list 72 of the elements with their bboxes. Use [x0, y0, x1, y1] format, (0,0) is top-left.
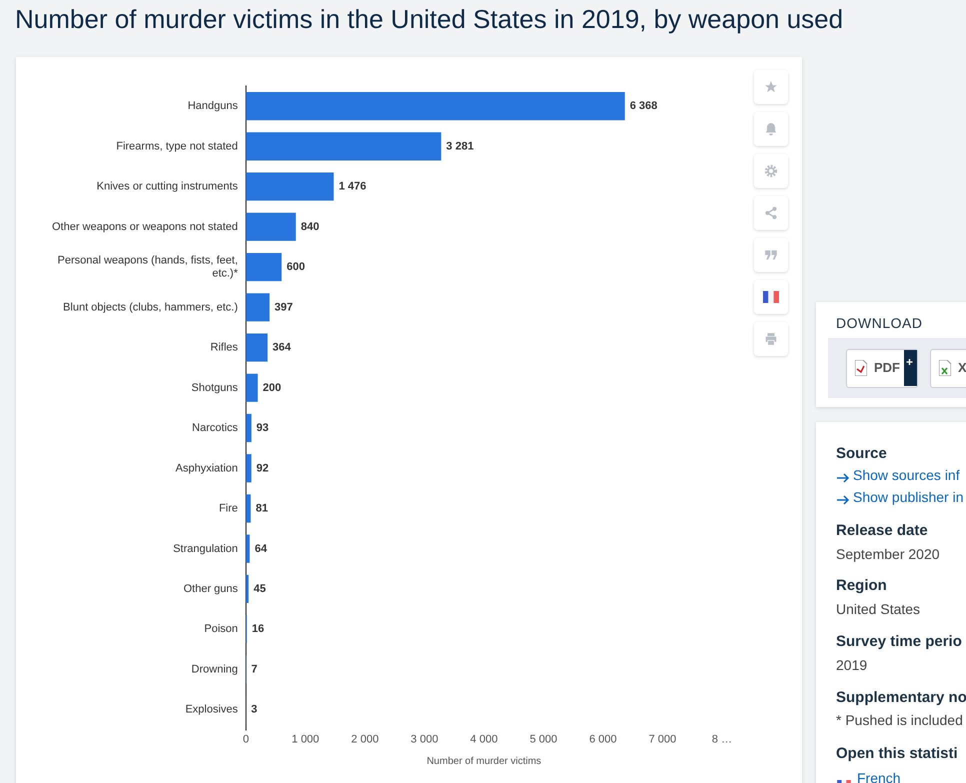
y-tick-label: Handguns — [188, 100, 238, 112]
x-tick-label: 5 000 — [530, 733, 558, 746]
text: United States — [836, 601, 920, 617]
chart-title: Number of murder victims in the United States in 2019, by weapon used — [15, 4, 844, 35]
y-tick-label: Drowning — [191, 663, 238, 676]
x-tick-label: 4 000 — [470, 733, 498, 746]
x-tick-label: 3 000 — [410, 733, 438, 746]
data-label: 92 — [256, 462, 269, 474]
text: Survey time perio — [836, 633, 962, 650]
y-tick-label: Other weapons or weapons not stated — [52, 220, 238, 233]
y-tick-label: Strangulation — [173, 542, 238, 555]
data-label: 7 — [251, 663, 258, 676]
data-label: 3 281 — [446, 140, 474, 152]
bar — [246, 252, 282, 282]
text: PDF — [874, 360, 900, 375]
text: September 2020 — [836, 546, 940, 562]
data-label: 200 — [262, 382, 282, 394]
text: French — [857, 770, 901, 783]
text: 2019 — [836, 657, 868, 673]
y-tick-label: Fire — [218, 502, 238, 515]
data-label: 16 — [252, 623, 264, 636]
bar — [246, 454, 252, 482]
text: + — [906, 355, 914, 369]
bar — [246, 534, 250, 563]
text: Show sources inf — [853, 467, 960, 483]
y-tick-label: Poison — [204, 623, 238, 636]
bar — [246, 132, 442, 160]
text: Release date — [836, 522, 928, 539]
x-tick-label: 8 … — [712, 733, 732, 746]
y-tick-label: Firearms, type not stated — [116, 140, 238, 152]
data-label: 64 — [254, 542, 268, 555]
bar — [246, 414, 252, 442]
data-label: 1 476 — [338, 180, 366, 193]
y-tick-label: Rifles — [210, 342, 238, 354]
data-label: 840 — [300, 220, 320, 233]
text: Open this statisti — [836, 745, 958, 762]
text: Source — [836, 445, 887, 462]
y-tick-label: Asphyxiation — [176, 462, 238, 474]
data-label: 397 — [274, 301, 293, 314]
bar — [246, 92, 625, 120]
y-tick-label: Explosives — [185, 704, 238, 716]
y-tick-label: Shotguns — [191, 382, 238, 394]
data-label: 45 — [254, 583, 266, 595]
text: Region — [836, 577, 887, 594]
data-label: 600 — [286, 261, 305, 274]
x-tick-label: 6 000 — [589, 733, 617, 746]
data-label: 6 368 — [630, 100, 658, 112]
bar — [246, 212, 296, 241]
y-tick-label: Knives or cutting instruments — [96, 180, 238, 193]
data-label: 3 — [251, 704, 258, 716]
bar — [246, 333, 268, 362]
x-tick-label: 7 000 — [648, 733, 676, 746]
text: Show publisher in — [853, 489, 964, 505]
data-label: 81 — [256, 502, 268, 515]
bar — [246, 293, 270, 322]
y-tick-label: Personal weapons (hands, fists, feet, etc.)* — [58, 254, 239, 280]
bar — [246, 172, 334, 201]
x-axis-title: Number of murder victims — [426, 756, 542, 767]
bar — [246, 574, 249, 604]
data-label: 364 — [272, 342, 292, 354]
data-label: 93 — [256, 422, 269, 434]
text: Supplementary no — [836, 689, 966, 706]
y-tick-label: Narcotics — [192, 422, 238, 434]
x-tick-label: 2 000 — [351, 733, 379, 746]
text: * Pushed is included — [836, 712, 963, 728]
x-tick-label: 1 000 — [292, 733, 320, 746]
x-tick-label: 0 — [242, 733, 249, 746]
y-tick-label: Other guns — [183, 583, 238, 595]
bar — [246, 494, 251, 523]
text: DOWNLOAD — [836, 315, 922, 331]
bar — [246, 374, 258, 402]
y-tick-label: Blunt objects (clubs, hammers, etc.) — [63, 301, 238, 314]
